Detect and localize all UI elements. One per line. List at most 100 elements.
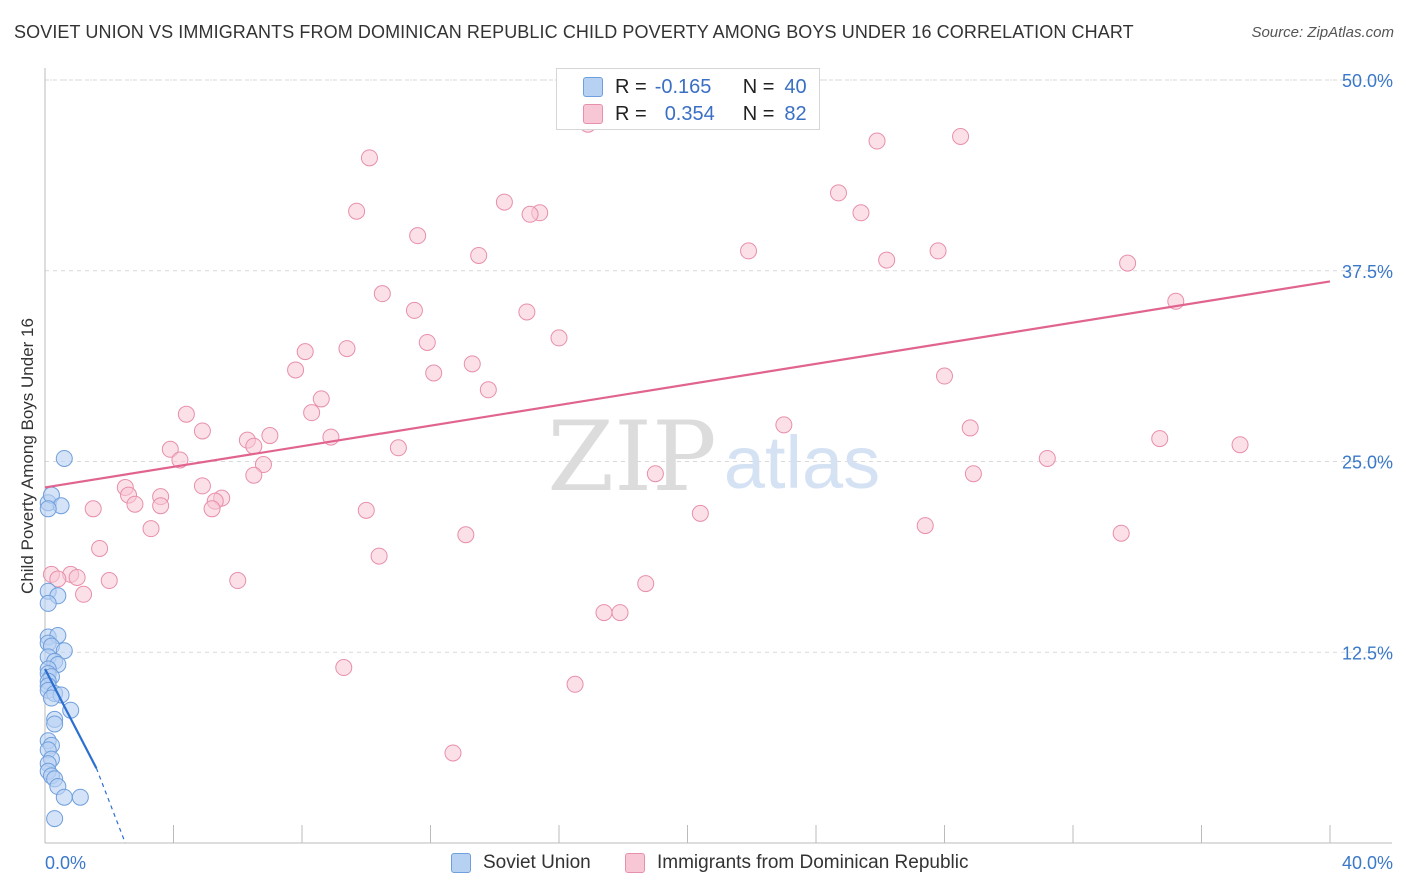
point-dominican xyxy=(370,547,388,565)
axes xyxy=(44,68,1392,844)
source-label: Source: ZipAtlas.com xyxy=(1251,24,1394,41)
point-dominican xyxy=(193,422,211,440)
point-dominican xyxy=(852,204,870,222)
point-dominican xyxy=(91,539,109,557)
point-dominican xyxy=(142,520,160,538)
point-dominican xyxy=(1231,436,1249,454)
legend-row-soviet: R = -0.165 N = 40 xyxy=(557,74,807,100)
legend-swatch-dominican xyxy=(583,104,603,124)
point-dominican xyxy=(611,604,629,622)
point-soviet xyxy=(62,701,80,719)
point-dominican xyxy=(868,132,886,150)
chart-title: SOVIET UNION VS IMMIGRANTS FROM DOMINICA… xyxy=(14,22,1134,42)
point-dominican xyxy=(929,242,947,260)
point-dominican xyxy=(389,439,407,457)
point-dominican xyxy=(335,659,353,677)
point-dominican xyxy=(254,456,272,474)
point-dominican xyxy=(245,466,263,484)
point-dominican xyxy=(193,477,211,495)
point-soviet xyxy=(39,594,57,612)
legend-label-dominican: Immigrants from Dominican Republic xyxy=(657,852,969,873)
legend-r-value: 0.354 xyxy=(664,102,715,125)
legend-label-soviet: Soviet Union xyxy=(483,852,591,873)
y-tick-label: 37.5% xyxy=(1342,262,1393,282)
point-soviet xyxy=(71,788,89,806)
point-dominican xyxy=(348,202,366,220)
y-tick-label: 50.0% xyxy=(1342,71,1393,91)
series-soviet-points xyxy=(39,449,89,828)
point-dominican xyxy=(418,333,436,351)
trend-line-dominican xyxy=(44,280,1331,489)
point-dominican xyxy=(637,575,655,593)
point-dominican xyxy=(936,367,953,385)
point-soviet xyxy=(55,449,73,467)
legend-row-dominican: R = 0.354 N = 82 xyxy=(557,101,807,127)
point-dominican xyxy=(68,568,86,586)
point-dominican xyxy=(740,242,758,260)
point-dominican xyxy=(303,404,321,422)
point-dominican xyxy=(518,303,536,321)
point-dominican xyxy=(479,381,497,399)
x-tick-label: 0.0% xyxy=(45,853,86,873)
trend-line-soviet-extension xyxy=(95,768,126,844)
legend-r-value: -0.165 xyxy=(654,75,712,98)
point-dominican xyxy=(75,585,93,603)
legend-swatch-dominican xyxy=(625,853,645,873)
point-dominican xyxy=(595,604,613,622)
legend-item-soviet[interactable]: Soviet Union xyxy=(451,852,591,874)
y-tick-label: 12.5% xyxy=(1342,643,1393,663)
point-dominican xyxy=(566,675,584,693)
legend-r-label: R = xyxy=(615,102,647,125)
point-dominican xyxy=(1151,430,1169,448)
point-dominican xyxy=(463,355,481,373)
tick-labels: 12.5% 25.0% 37.5% 50.0% 0.0% 40.0% xyxy=(45,71,1393,873)
point-dominican xyxy=(425,364,443,382)
series-legend: Soviet Union Immigrants from Dominican R… xyxy=(0,852,1406,878)
point-dominican xyxy=(152,497,170,515)
point-soviet xyxy=(55,642,73,660)
gridlines xyxy=(45,79,1392,653)
point-dominican xyxy=(691,504,709,522)
point-dominican xyxy=(338,340,356,358)
point-dominican xyxy=(100,572,118,590)
point-dominican xyxy=(646,465,664,483)
point-dominican xyxy=(952,127,970,145)
point-dominican xyxy=(775,416,793,434)
point-dominican xyxy=(457,526,475,544)
point-dominican xyxy=(357,501,375,519)
point-soviet xyxy=(46,715,64,733)
trend-line-soviet xyxy=(44,668,98,769)
point-dominican xyxy=(961,419,979,437)
point-dominican xyxy=(550,329,568,347)
legend-n-label: N = xyxy=(742,75,775,98)
point-dominican xyxy=(161,440,179,458)
legend-swatch-soviet xyxy=(451,853,471,873)
y-axis-label: Child Poverty Among Boys Under 16 xyxy=(18,318,37,594)
point-dominican xyxy=(312,390,330,408)
legend-item-dominican[interactable]: Immigrants from Dominican Republic xyxy=(625,852,969,874)
x-tick-label: 40.0% xyxy=(1342,853,1393,873)
trend-lines xyxy=(44,280,1331,844)
point-dominican xyxy=(296,343,314,361)
point-dominican xyxy=(49,570,67,588)
legend-swatch-soviet xyxy=(583,77,603,97)
point-dominican xyxy=(245,437,263,455)
point-dominican xyxy=(964,465,982,483)
point-dominican xyxy=(495,193,513,211)
legend-n-value: 40 xyxy=(784,75,807,98)
point-dominican xyxy=(84,500,102,518)
point-soviet xyxy=(55,788,73,806)
point-dominican xyxy=(916,517,934,535)
watermark: ZIP atlas xyxy=(547,401,880,513)
point-dominican xyxy=(470,246,488,264)
point-dominican xyxy=(373,285,391,303)
stats-legend: R = -0.165 N = 40 R = 0.354 N = 82 xyxy=(556,68,820,130)
point-soviet xyxy=(46,810,64,828)
point-dominican xyxy=(360,149,378,167)
point-dominican xyxy=(878,251,896,269)
point-dominican xyxy=(261,427,279,445)
point-dominican xyxy=(829,184,847,202)
point-dominican xyxy=(287,361,305,379)
point-dominican xyxy=(409,227,427,245)
